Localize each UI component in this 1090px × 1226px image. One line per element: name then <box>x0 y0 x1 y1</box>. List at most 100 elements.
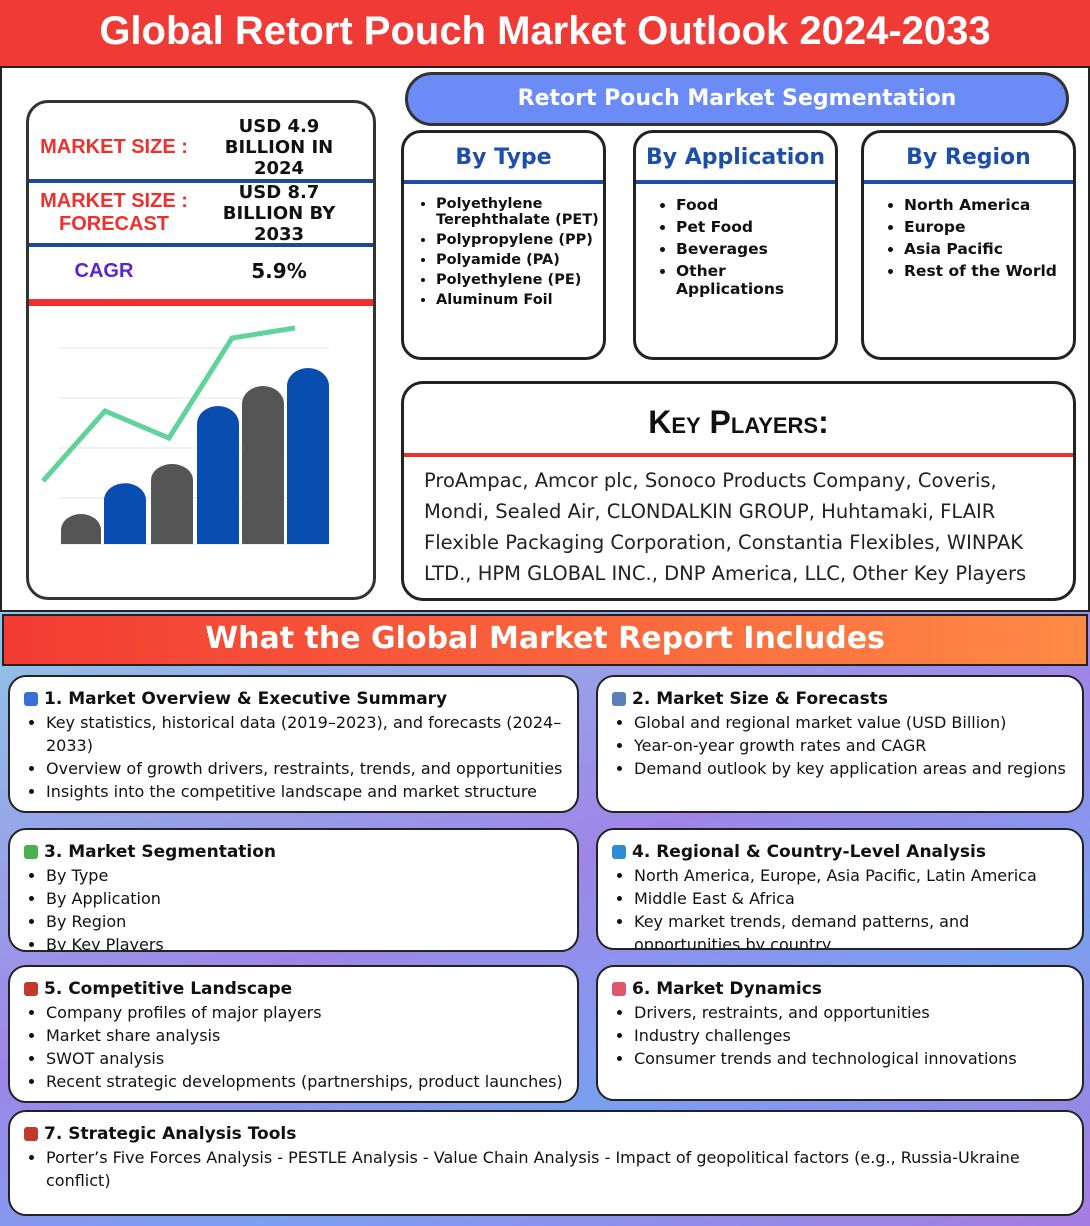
report-card-item: By Application <box>46 887 567 910</box>
report-card-item: Market share analysis <box>46 1024 567 1047</box>
segment-item: Pet Food <box>676 218 835 236</box>
report-card-heading: 2. Market Size & Forecasts <box>612 689 1072 709</box>
growth-illustration <box>41 325 329 545</box>
report-card: 2. Market Size & ForecastsGlobal and reg… <box>596 675 1084 813</box>
segment-item: Polypropylene (PP) <box>436 232 603 248</box>
segment-item: Other Applications <box>676 262 835 298</box>
report-card-item: Key market trends, demand patterns, and … <box>634 910 1072 948</box>
report-card-item: By Key Players <box>46 933 567 950</box>
icon <box>612 845 626 859</box>
report-title: What the Global Market Report Includes <box>2 614 1088 666</box>
report-card-list: By TypeBy ApplicationBy RegionBy Key Pla… <box>24 864 567 950</box>
segment-list: Food Pet Food Beverages Other Applications <box>636 196 835 298</box>
report-card-item: Drivers, restraints, and opportunities <box>634 1001 1072 1024</box>
stat-label: CAGR <box>74 259 134 282</box>
stat-row: CAGR 5.9% <box>29 251 373 291</box>
report-card-heading: 3. Market Segmentation <box>24 842 567 862</box>
report-card-item: Industry challenges <box>634 1024 1072 1047</box>
report-card-item: Overview of growth drivers, restraints, … <box>46 757 567 780</box>
icon <box>24 1127 38 1141</box>
segment-item: Polyamide (PA) <box>436 252 603 268</box>
report-card-item: Porter’s Five Forces Analysis - PESTLE A… <box>46 1146 1072 1192</box>
stat-value: 5.9% <box>251 259 307 283</box>
segment-item: Polyethylene (PE) <box>436 272 603 288</box>
key-players-card: Key Players: ProAmpac, Amcor plc, Sonoco… <box>401 381 1076 601</box>
report-card-title: 6. Market Dynamics <box>632 979 822 999</box>
divider <box>636 180 835 184</box>
divider <box>404 453 1073 457</box>
report-card: 1. Market Overview & Executive SummaryKe… <box>8 675 579 813</box>
report-card-title: 4. Regional & Country-Level Analysis <box>632 842 986 862</box>
segmentation-title: Retort Pouch Market Segmentation <box>405 72 1069 126</box>
icon <box>24 982 38 996</box>
report-card-heading: 4. Regional & Country-Level Analysis <box>612 842 1072 862</box>
segment-box: By Application Food Pet Food Beverages Other… <box>633 130 838 360</box>
icon <box>612 982 626 996</box>
segment-item: Food <box>676 196 835 214</box>
report-card: 5. Competitive LandscapeCompany profiles… <box>8 965 579 1103</box>
report-card-item: SWOT analysis <box>46 1047 567 1070</box>
report-card-list: Key statistics, historical data (2019–20… <box>24 711 567 803</box>
report-card-heading: 1. Market Overview & Executive Summary <box>24 689 567 709</box>
key-players-text: ProAmpac, Amcor plc, Sonoco Products Com… <box>424 469 1027 585</box>
report-card: 7. Strategic Analysis ToolsPorter’s Five… <box>8 1110 1084 1216</box>
segment-title: By Type <box>455 145 552 170</box>
report-card-title: 3. Market Segmentation <box>44 842 277 862</box>
report-card-heading: 7. Strategic Analysis Tools <box>24 1124 1072 1144</box>
report-card-item: Insights into the competitive landscape … <box>46 780 567 803</box>
stat-row: MARKET SIZE : FORECAST USD 8.7 BILLION B… <box>29 182 373 245</box>
segment-box: By TypePolyethylene Terephthalate (PET)P… <box>401 130 606 360</box>
segment-item: North America <box>904 196 1073 214</box>
report-card-list: North America, Europe, Asia Pacific, Lat… <box>612 864 1072 948</box>
report-card-item: Recent strategic developments (partnersh… <box>46 1070 567 1093</box>
report-card-item: Year-on-year growth rates and CAGR <box>634 734 1072 757</box>
report-card-list: Drivers, restraints, and opportunitiesIn… <box>612 1001 1072 1070</box>
report-card-item: Demand outlook by key application areas … <box>634 757 1072 780</box>
report-card-item: Consumer trends and technological innova… <box>634 1047 1072 1070</box>
stat-value: USD 4.9 BILLION IN 2024 <box>224 115 334 179</box>
segment-item: Beverages <box>676 240 835 258</box>
segment-title: By Application <box>645 145 826 170</box>
key-players-title: Key Players: <box>648 404 829 440</box>
segment-item: Rest of the World <box>904 262 1073 280</box>
report-card-list: Company profiles of major playersMarket … <box>24 1001 567 1093</box>
report-card-heading: 6. Market Dynamics <box>612 979 1072 999</box>
illustration-bars <box>61 368 329 544</box>
report-card-title: 5. Competitive Landscape <box>44 979 293 999</box>
report-card-title: 1. Market Overview & Executive Summary <box>44 689 448 709</box>
report-card-item: Company profiles of major players <box>46 1001 567 1024</box>
divider <box>29 243 373 247</box>
segment-list: North America Europe Asia Pacific Rest of t… <box>864 196 1073 280</box>
report-card-item: Middle East & Africa <box>634 887 1072 910</box>
icon <box>24 845 38 859</box>
stat-value: USD 8.7 BILLION BY 2033 <box>222 181 336 245</box>
report-card-title: 7. Strategic Analysis Tools <box>44 1124 297 1144</box>
segment-list: Polyethylene Terephthalate (PET) Polyprop… <box>404 196 603 308</box>
report-card-item: Global and regional market value (USD Bi… <box>634 711 1072 734</box>
icon <box>24 692 38 706</box>
divider <box>404 180 603 184</box>
stat-label: MARKET SIZE : FORECAST <box>40 190 188 235</box>
icon <box>612 692 626 706</box>
divider <box>864 180 1073 184</box>
report-card-item: By Region <box>46 910 567 933</box>
illustration-line <box>41 325 296 483</box>
divider <box>29 179 373 183</box>
report-card-title: 2. Market Size & Forecasts <box>632 689 888 709</box>
segment-title: By Region <box>906 145 1031 170</box>
report-card: 4. Regional & Country-Level AnalysisNort… <box>596 828 1084 950</box>
segment-item: Europe <box>904 218 1073 236</box>
report-card-item: By Type <box>46 864 567 887</box>
segment-item: Polyethylene Terephthalate (PET) <box>436 196 603 228</box>
report-card-list: Global and regional market value (USD Bi… <box>612 711 1072 780</box>
segment-item: Aluminum Foil <box>436 292 603 308</box>
segment-box: By Region North America Europe Asia Pacific… <box>861 130 1076 360</box>
page-title: Global Retort Pouch Market Outlook 2024-… <box>0 0 1090 66</box>
stats-card: MARKET SIZE : USD 4.9 BILLION IN 2024 MA… <box>26 100 376 600</box>
report-card-heading: 5. Competitive Landscape <box>24 979 567 999</box>
stat-label: MARKET SIZE : <box>40 135 188 158</box>
stat-row: MARKET SIZE : USD 4.9 BILLION IN 2024 <box>29 115 373 179</box>
segment-item: Asia Pacific <box>904 240 1073 258</box>
